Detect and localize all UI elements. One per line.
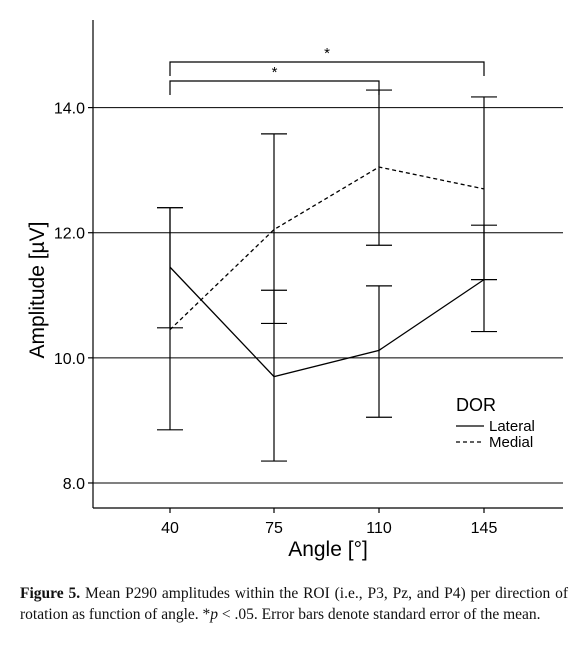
significance-label-40-145: * (324, 45, 330, 62)
caption-text-2: < .05. Error bars denote standard error … (218, 606, 541, 623)
significance-bracket-40-110 (170, 81, 379, 95)
x-tick-label-3: 145 (471, 520, 498, 537)
y-tick-label-3: 14.0 (54, 101, 85, 118)
y-axis-label: Amplitude [µV] (26, 222, 49, 359)
x-axis-label: Angle [°] (288, 538, 368, 561)
series-line-medial (170, 167, 484, 330)
legend: DOR Lateral Medial (456, 395, 535, 451)
legend-title: DOR (456, 395, 496, 415)
y-tick-label-0: 8.0 (63, 476, 85, 493)
x-tick-label-0: 40 (161, 520, 179, 537)
y-ticks: 8.0 10.0 12.0 14.0 (54, 101, 93, 493)
legend-label-medial: Medial (489, 434, 533, 451)
y-tick-label-2: 12.0 (54, 226, 85, 243)
figure-caption: Figure 5. Mean P290 amplitudes within th… (20, 583, 568, 625)
x-tick-label-1: 75 (265, 520, 283, 537)
y-tick-label-1: 10.0 (54, 351, 85, 368)
line-chart: 8.010.012.014.0 40 75 110 145 ** Amplitude … (0, 0, 581, 575)
x-ticks: 40 75 110 145 (161, 508, 497, 537)
legend-label-lateral: Lateral (489, 418, 535, 435)
error-bars (157, 90, 497, 461)
significance-brackets: ** (170, 45, 484, 95)
significance-bracket-40-145 (170, 62, 484, 76)
significance-label-40-110: * (272, 64, 278, 81)
caption-p: p (210, 606, 218, 623)
series-lines (170, 167, 484, 377)
caption-label: Figure 5. (20, 585, 80, 602)
x-tick-label-2: 110 (366, 520, 392, 537)
